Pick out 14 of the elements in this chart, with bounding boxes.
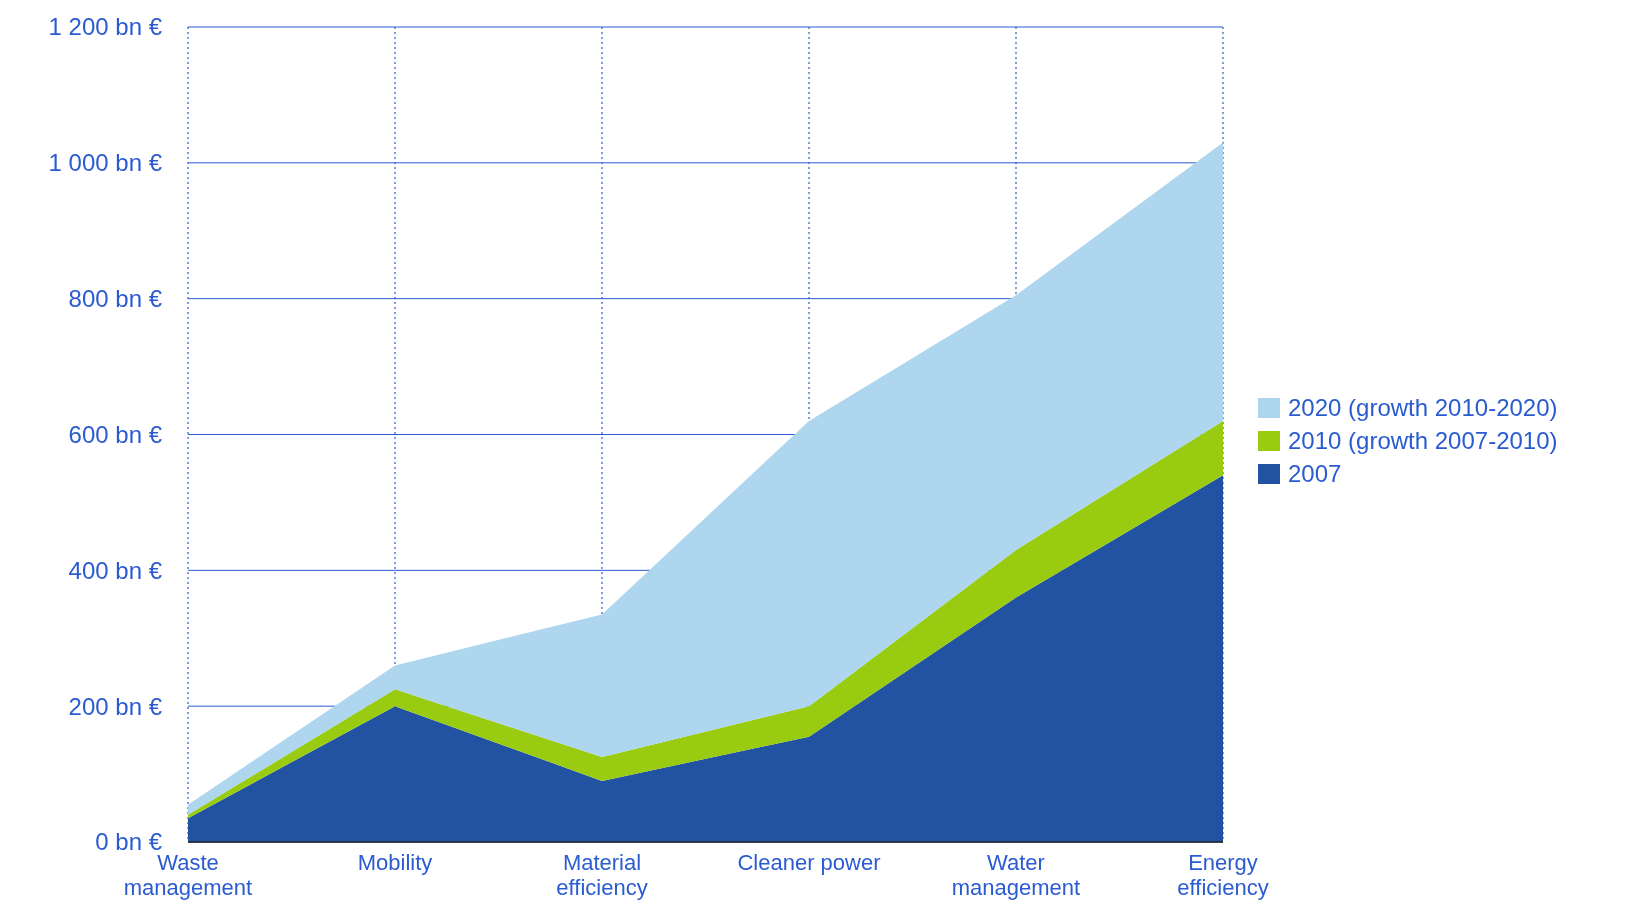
legend-label: 2010 (growth 2007-2010) <box>1288 427 1558 455</box>
y-tick-label: 1 200 bn € <box>48 13 163 41</box>
y-tick-label: 400 bn € <box>68 556 163 584</box>
legend-label: 2007 <box>1288 460 1342 488</box>
x-tick-label: Material efficiency <box>556 850 648 900</box>
x-tick-label: Energy efficiency <box>1177 850 1269 900</box>
x-tick-label: Cleaner power <box>737 850 881 875</box>
y-tick-label: 200 bn € <box>68 692 163 720</box>
y-tick-label: 1 000 bn € <box>48 149 163 177</box>
y-tick-label: 600 bn € <box>68 420 163 448</box>
y-tick-label: 800 bn € <box>68 285 163 313</box>
legend-label: 2020 (growth 2010-2020) <box>1288 394 1558 422</box>
x-tick-label: Water management <box>951 850 1081 900</box>
x-tick-label: Mobility <box>357 850 433 875</box>
